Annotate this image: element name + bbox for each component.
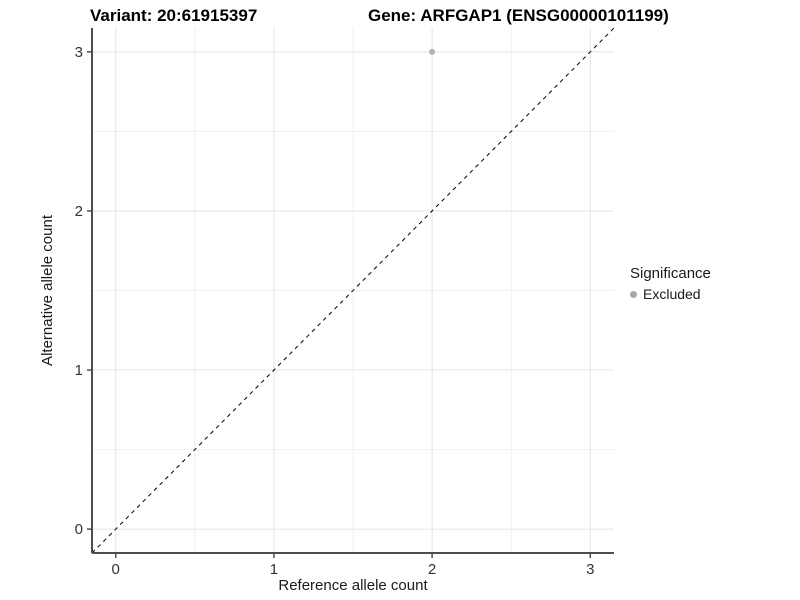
excluded-dot-icon xyxy=(630,290,637,298)
x-tick-label: 1 xyxy=(270,561,278,578)
x-tick-label: 2 xyxy=(428,561,436,578)
y-tick-label: 1 xyxy=(75,362,83,379)
x-tick-label: 3 xyxy=(586,561,594,578)
legend-item-label: Excluded xyxy=(643,286,701,302)
y-tick-label: 0 xyxy=(75,521,83,538)
y-tick-label: 2 xyxy=(75,203,83,220)
chart-title-variant: Variant: 20:61915397 xyxy=(90,6,258,25)
data-point xyxy=(429,48,436,55)
legend-title: Significance xyxy=(630,265,711,282)
x-tick-label: 0 xyxy=(112,561,120,578)
legend-item-excluded: Excluded xyxy=(630,286,711,302)
y-axis-label: Alternative allele count xyxy=(39,214,56,366)
x-axis-label: Reference allele count xyxy=(278,577,428,594)
chart-title-gene: Gene: ARFGAP1 (ENSG00000101199) xyxy=(368,6,669,25)
y-axis-label-container: Alternative allele count xyxy=(39,0,56,580)
identity-reference-line xyxy=(91,27,615,554)
y-tick-label: 3 xyxy=(75,44,83,61)
legend: Significance Excluded xyxy=(630,265,711,302)
